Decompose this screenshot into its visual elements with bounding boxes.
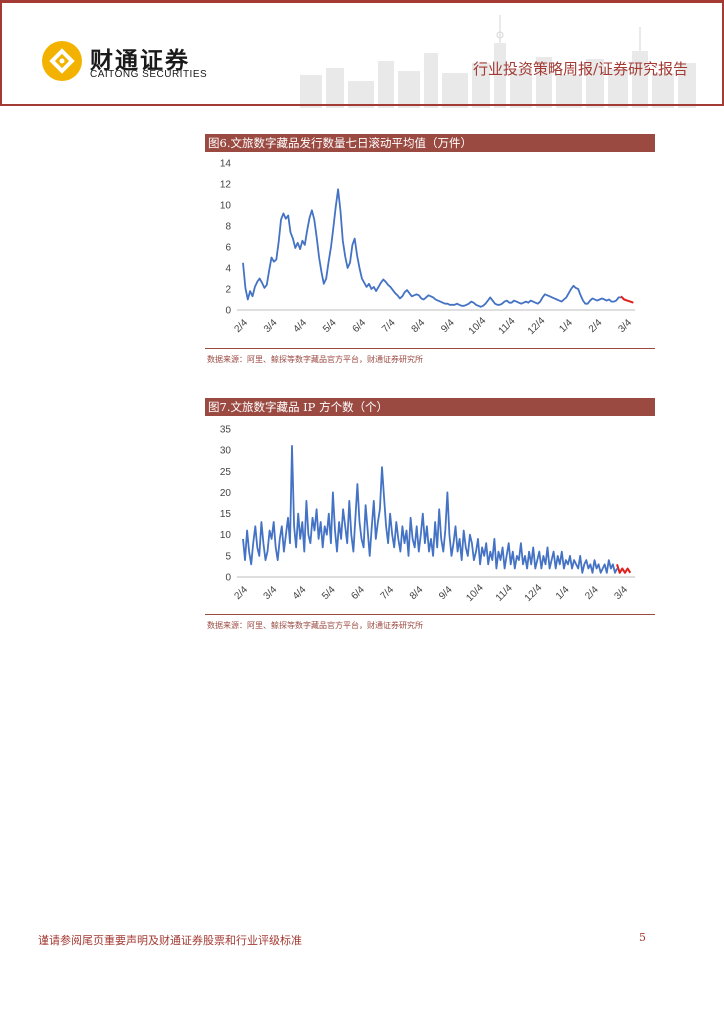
figure-7-title: 图7.文旅数字藏品 IP 方个数（个）	[205, 398, 655, 416]
x-tick-label: 4/4	[291, 584, 309, 602]
x-tick-label: 12/4	[523, 582, 545, 604]
x-tick-label: 10/4	[464, 582, 486, 604]
x-tick-label: 9/4	[439, 317, 457, 335]
header-right-rule	[722, 0, 724, 106]
x-tick-label: 11/4	[497, 315, 518, 336]
x-tick-label: 9/4	[437, 584, 455, 602]
city-skyline-graphic	[300, 15, 696, 108]
figure-7-source: 数据来源：阿里、鲸探等数字藏品官方平台，财通证券研究所	[207, 621, 423, 630]
x-tick-label: 10/4	[467, 315, 489, 337]
page-header: 财通证券 CAITONG SECURITIES 行业投资策略周报/证券研究报告	[0, 3, 724, 108]
figure-6-source-rule	[205, 348, 655, 349]
y-tick-label: 4	[225, 264, 231, 275]
x-tick-label: 3/4	[616, 317, 634, 335]
header-left-rule	[0, 0, 2, 106]
y-tick-label: 0	[225, 573, 231, 584]
x-tick-label: 7/4	[379, 584, 397, 602]
x-tick-label: 12/4	[526, 315, 548, 337]
series-line-main	[242, 444, 618, 574]
x-tick-label: 8/4	[408, 584, 426, 602]
x-tick-label: 3/4	[612, 584, 630, 602]
y-tick-label: 8	[225, 222, 231, 233]
x-tick-label: 1/4	[554, 584, 572, 602]
brand-name-en: CAITONG SECURITIES	[90, 69, 208, 80]
series-line-recent	[620, 295, 634, 304]
x-tick-label: 5/4	[321, 317, 339, 335]
x-tick-label: 1/4	[557, 317, 575, 335]
y-tick-label: 10	[220, 201, 232, 212]
y-tick-label: 10	[220, 530, 232, 541]
x-tick-label: 6/4	[349, 584, 367, 602]
series-line-recent	[616, 563, 632, 574]
y-tick-label: 35	[220, 425, 232, 436]
x-tick-label: 11/4	[494, 582, 515, 603]
header-top-rule	[0, 0, 724, 3]
series-line-main	[242, 188, 621, 308]
figure-6-source: 数据来源：阿里、鲸探等数字藏品官方平台，财通证券研究所	[207, 355, 423, 364]
x-tick-label: 6/4	[351, 317, 369, 335]
report-type-title: 行业投资策略周报/证券研究报告	[472, 60, 688, 78]
x-tick-label: 3/4	[262, 584, 280, 602]
x-tick-label: 2/4	[587, 317, 605, 335]
disclaimer-note: 谨请参阅尾页重要声明及财通证券股票和行业评级标准	[38, 934, 302, 947]
caitong-logo-icon	[42, 41, 82, 81]
x-tick-label: 5/4	[320, 584, 338, 602]
figure-7-source-rule	[205, 614, 655, 615]
y-tick-label: 25	[220, 467, 232, 478]
x-tick-label: 2/4	[232, 317, 250, 335]
y-tick-label: 0	[225, 306, 231, 317]
brand-name-cn: 财通证券	[90, 48, 190, 74]
y-tick-label: 30	[220, 446, 232, 457]
y-tick-label: 12	[220, 180, 232, 191]
x-tick-label: 2/4	[232, 584, 250, 602]
y-tick-label: 20	[220, 488, 232, 499]
header-bottom-rule	[0, 104, 724, 106]
x-tick-label: 7/4	[380, 317, 398, 335]
y-tick-label: 2	[225, 285, 231, 296]
y-tick-label: 15	[220, 509, 232, 520]
page-number: 5	[639, 931, 646, 944]
y-tick-label: 6	[225, 243, 231, 254]
y-tick-label: 14	[220, 159, 232, 170]
figure-7-line-chart: 0 5 10 15 20 25 30 35 2/4 3/4 4/4 5/4 6/4 7/4 8/4 9/4 10…	[220, 425, 635, 604]
figure-6-title: 图6.文旅数字藏品发行数量七日滚动平均值（万件）	[205, 134, 655, 152]
x-tick-label: 3/4	[262, 317, 280, 335]
y-tick-label: 5	[225, 551, 231, 562]
figure-6-line-chart: 0 2 4 6 8 10 12 14 2/4 3/4 4/4 5/4 6/4 7/4 8/4 9/4 10/4 1…	[220, 159, 635, 337]
x-tick-label: 8/4	[410, 317, 428, 335]
x-tick-label: 4/4	[292, 317, 310, 335]
x-tick-label: 2/4	[583, 584, 601, 602]
